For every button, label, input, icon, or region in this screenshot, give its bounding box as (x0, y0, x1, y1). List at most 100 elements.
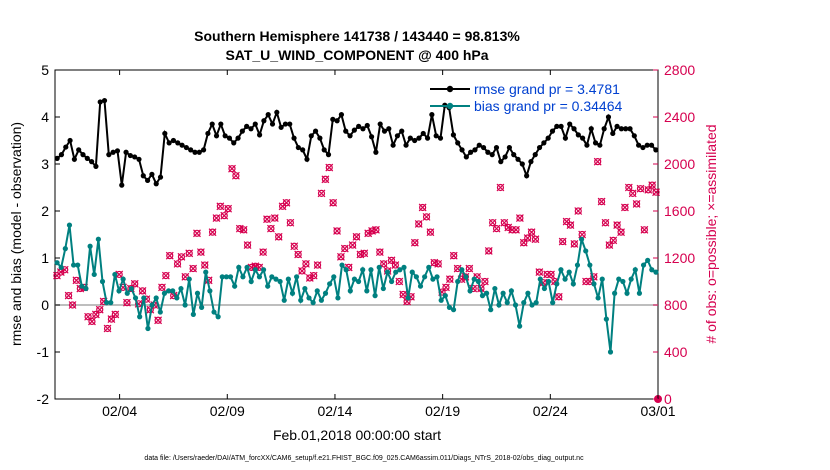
rmse-point (67, 137, 73, 144)
obs-marker (624, 183, 633, 192)
obs-marker (628, 189, 637, 198)
rmse-point (368, 134, 375, 140)
rmse-point (588, 126, 594, 132)
rmse-point (506, 144, 513, 151)
bias-point (360, 267, 366, 273)
bias-point (281, 297, 287, 303)
rmse-point (524, 173, 530, 179)
obs-marker (574, 207, 583, 215)
bias-point (607, 349, 614, 355)
rmse-point (545, 135, 551, 141)
obs-marker (523, 234, 532, 242)
bias-point (219, 274, 225, 280)
obs-marker (193, 229, 201, 238)
bias-point (599, 276, 605, 282)
bias-point (525, 290, 531, 296)
obs-marker (231, 171, 240, 180)
rmse-point (623, 126, 629, 132)
y-tick-label-left: 0 (41, 297, 49, 313)
rmse-point (407, 135, 413, 141)
obs-marker (282, 198, 291, 207)
bias-point (521, 300, 527, 306)
bias-point (483, 290, 490, 296)
bias-point (496, 302, 502, 308)
legend-bias-label: bias grand pr = 0.34464 (474, 98, 622, 114)
bias-point (215, 314, 221, 320)
bias-point (310, 300, 316, 306)
obs-marker (158, 283, 166, 292)
bias-point (157, 309, 163, 315)
rmse-point (601, 126, 607, 132)
x-axis-label: Feb.01,2018 00:00:00 start (273, 427, 441, 443)
rmse-point (192, 149, 198, 155)
obs-marker (399, 290, 408, 299)
obs-marker (325, 163, 334, 172)
bias-point (603, 316, 609, 322)
rmse-point (287, 121, 293, 127)
rmse-point (231, 140, 237, 146)
rmse-point (356, 123, 362, 129)
obs-marker (372, 225, 380, 234)
rmse-point (140, 173, 146, 179)
legend-bias-marker (446, 102, 454, 110)
obs-series-layer (53, 157, 662, 403)
bias-point (240, 274, 246, 280)
rmse-point (123, 149, 129, 155)
rmse-point (584, 142, 590, 148)
rmse-point (648, 142, 655, 148)
bias-point (145, 325, 151, 332)
obs-marker (266, 224, 275, 233)
bias-point (269, 274, 275, 280)
obs-marker (189, 264, 198, 273)
obs-marker (609, 236, 618, 245)
bias-point (645, 257, 651, 263)
rmse-point (381, 128, 388, 134)
bias-point (430, 276, 436, 282)
obs-marker (263, 215, 271, 224)
obs-marker (648, 181, 657, 190)
y-tick-label-right: 0 (664, 391, 672, 407)
obs-marker (138, 286, 147, 295)
rmse-point (312, 128, 319, 134)
bias-point (570, 281, 576, 287)
rmse-point (196, 149, 202, 155)
rmse-point (653, 147, 659, 153)
rmse-point (84, 155, 90, 161)
obs-marker (414, 220, 423, 228)
obs-marker (640, 225, 649, 234)
bias-point (54, 260, 60, 266)
chart-title: Southern Hemisphere 141738 / 143440 = 98… (194, 28, 520, 44)
obs-marker (418, 203, 427, 212)
rmse-point (450, 132, 457, 138)
rmse-point (317, 135, 323, 141)
plot-area (54, 69, 659, 400)
obs-marker (504, 223, 513, 232)
obs-marker (185, 249, 194, 258)
obs-marker (426, 228, 435, 237)
rmse-point (399, 128, 405, 134)
obs-marker (352, 232, 361, 241)
bias-point (595, 295, 601, 301)
rmse-point (618, 126, 624, 132)
x-tick-label: 03/01 (640, 403, 675, 419)
bias-point (95, 236, 101, 242)
bias-point (393, 269, 399, 275)
obs-marker (395, 277, 404, 286)
obs-marker (570, 239, 579, 248)
rmse-point (269, 121, 276, 127)
obs-marker (228, 164, 236, 173)
rmse-point (347, 133, 353, 139)
rmse-point (300, 147, 306, 153)
obs-marker (375, 248, 384, 257)
bias-point (500, 290, 506, 296)
bias-point (273, 276, 279, 282)
bias-point (401, 264, 407, 270)
y-tick-label-left: -1 (37, 344, 50, 360)
bias-point (384, 269, 391, 275)
rmse-point (377, 121, 383, 127)
bias-point (108, 300, 114, 306)
rmse-point (226, 135, 233, 141)
rmse-point (437, 135, 444, 141)
bias-point (331, 274, 337, 280)
bias-point (533, 300, 539, 306)
